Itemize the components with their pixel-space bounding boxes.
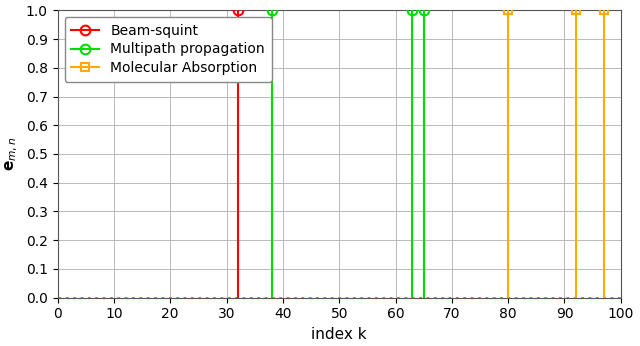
Y-axis label: $\mathbf{e}_{m,n}$: $\mathbf{e}_{m,n}$ — [4, 137, 20, 171]
Legend: Beam-squint, Multipath propagation, Molecular Absorption: Beam-squint, Multipath propagation, Mole… — [65, 17, 272, 82]
X-axis label: index k: index k — [312, 327, 367, 342]
